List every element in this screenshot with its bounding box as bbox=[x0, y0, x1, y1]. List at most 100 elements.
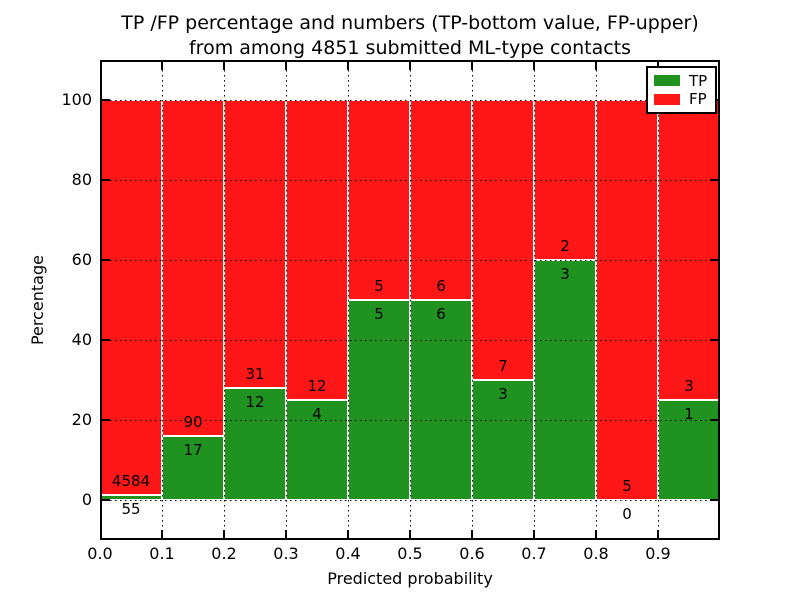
legend-item-tp: TP bbox=[654, 73, 709, 89]
gridline-vertical bbox=[223, 60, 225, 540]
bar-value-label-fp: 5 bbox=[374, 277, 384, 295]
x-tick-label: 0.7 bbox=[521, 544, 547, 563]
bar-segment-tp bbox=[348, 300, 410, 500]
bar-value-label-fp: 31 bbox=[245, 365, 265, 384]
y-tick-mark-left bbox=[102, 499, 110, 501]
x-tick-mark-top bbox=[347, 62, 349, 70]
bar-segment-fp bbox=[348, 100, 410, 300]
axis-spine-top bbox=[100, 60, 720, 62]
x-tick-mark-top bbox=[285, 62, 287, 70]
x-tick-mark-bottom bbox=[161, 530, 163, 538]
x-tick-mark-bottom bbox=[409, 530, 411, 538]
x-tick-mark-bottom bbox=[718, 530, 720, 538]
gridline-vertical bbox=[533, 60, 535, 540]
y-tick-mark-left bbox=[102, 99, 110, 101]
x-tick-mark-bottom bbox=[471, 530, 473, 538]
bar-value-label-tp: 1 bbox=[684, 405, 694, 423]
y-axis-label: Percentage bbox=[27, 254, 47, 345]
bar-segment-fp bbox=[658, 100, 720, 400]
bar-segment-fp bbox=[224, 100, 286, 389]
x-tick-mark-bottom bbox=[347, 530, 349, 538]
y-tick-mark-right bbox=[710, 339, 718, 341]
y-tick-mark-left bbox=[102, 259, 110, 261]
x-tick-mark-top bbox=[471, 62, 473, 70]
legend-item-fp: FP bbox=[654, 91, 709, 107]
bar-segment-fp bbox=[100, 100, 162, 496]
gridline-horizontal bbox=[100, 419, 720, 421]
y-tick-mark-right bbox=[710, 499, 718, 501]
x-tick-mark-bottom bbox=[223, 530, 225, 538]
y-tick-mark-left bbox=[102, 179, 110, 181]
bar-value-label-fp: 3 bbox=[684, 377, 694, 395]
x-tick-mark-top bbox=[161, 62, 163, 70]
gridline-horizontal bbox=[100, 339, 720, 341]
x-tick-mark-top bbox=[223, 62, 225, 70]
y-tick-label: 40 bbox=[71, 330, 92, 349]
bar-segment-fp bbox=[162, 100, 224, 437]
x-tick-mark-bottom bbox=[595, 530, 597, 538]
bar-value-label-tp: 3 bbox=[560, 265, 570, 283]
bar-value-label-tp: 0 bbox=[622, 505, 632, 523]
bar-value-label-tp: 55 bbox=[121, 500, 141, 519]
bar-value-label-tp: 5 bbox=[374, 305, 384, 323]
gridline-vertical bbox=[657, 60, 659, 540]
gridline-vertical bbox=[285, 60, 287, 540]
bar-value-label-fp: 90 bbox=[183, 413, 203, 432]
y-tick-label: 0 bbox=[81, 490, 92, 509]
y-tick-label: 80 bbox=[71, 170, 92, 189]
x-tick-label: 0.1 bbox=[149, 544, 175, 563]
y-tick-mark-right bbox=[710, 419, 718, 421]
legend-swatch-tp bbox=[654, 75, 680, 87]
axis-spine-bottom bbox=[100, 538, 720, 540]
axis-spine-left bbox=[100, 60, 102, 540]
bar-value-label-tp: 6 bbox=[436, 305, 446, 323]
bar-segment-fp bbox=[472, 100, 534, 380]
bar-value-label-fp: 6 bbox=[436, 277, 446, 295]
bar-value-label-tp: 17 bbox=[183, 441, 203, 460]
gridline-horizontal bbox=[100, 259, 720, 261]
chart-title-line1: TP /FP percentage and numbers (TP-bottom… bbox=[121, 12, 699, 34]
bar-segment-tp bbox=[534, 260, 596, 500]
bar-value-label-fp: 4584 bbox=[111, 472, 151, 491]
gridline-vertical bbox=[471, 60, 473, 540]
gridline-horizontal bbox=[100, 499, 720, 501]
gridline-vertical bbox=[347, 60, 349, 540]
gridline-vertical bbox=[409, 60, 411, 540]
bar-value-label-fp: 7 bbox=[498, 357, 508, 375]
x-tick-label: 0.9 bbox=[645, 544, 671, 563]
x-tick-mark-bottom bbox=[100, 530, 102, 538]
x-tick-mark-bottom bbox=[285, 530, 287, 538]
plot-area: TP FP 4584 55 90 17 31 12 12 4 5 5 6 6 7 3 2 3 5 0 3 1 bbox=[100, 60, 720, 540]
bar-value-label-fp: 5 bbox=[622, 477, 632, 495]
x-tick-label: 0.5 bbox=[397, 544, 423, 563]
x-tick-mark-top bbox=[409, 62, 411, 70]
x-tick-mark-top bbox=[718, 62, 720, 70]
bar-segment-fp bbox=[286, 100, 348, 400]
chart-title-line2: from among 4851 submitted ML-type contac… bbox=[188, 37, 632, 59]
bar-value-label-tp: 3 bbox=[498, 385, 508, 403]
bar-segment-tp bbox=[224, 388, 286, 500]
legend-swatch-fp bbox=[654, 93, 680, 105]
legend: TP FP bbox=[646, 66, 717, 114]
bar-value-label-fp: 2 bbox=[560, 237, 570, 255]
x-tick-mark-top bbox=[100, 62, 102, 70]
bar-segment-tp bbox=[658, 400, 720, 500]
bar-value-label-tp: 12 bbox=[245, 393, 265, 412]
y-tick-label: 20 bbox=[71, 410, 92, 429]
y-tick-mark-left bbox=[102, 419, 110, 421]
gridline-vertical bbox=[595, 60, 597, 540]
bar-segment-tp bbox=[410, 300, 472, 500]
gridline-vertical bbox=[161, 60, 163, 540]
chart-title: TP /FP percentage and numbers (TP-bottom… bbox=[90, 11, 730, 61]
y-tick-mark-right bbox=[710, 259, 718, 261]
legend-label-tp: TP bbox=[689, 71, 708, 90]
x-tick-label: 0.4 bbox=[335, 544, 361, 563]
bar-value-label-fp: 12 bbox=[307, 377, 327, 395]
y-tick-label: 100 bbox=[61, 90, 92, 109]
y-tick-mark-right bbox=[710, 179, 718, 181]
x-tick-mark-bottom bbox=[657, 530, 659, 538]
bar-value-label-tp: 4 bbox=[312, 405, 322, 423]
gridline-horizontal bbox=[100, 99, 720, 101]
x-tick-label: 0.2 bbox=[211, 544, 237, 563]
y-tick-mark-left bbox=[102, 339, 110, 341]
